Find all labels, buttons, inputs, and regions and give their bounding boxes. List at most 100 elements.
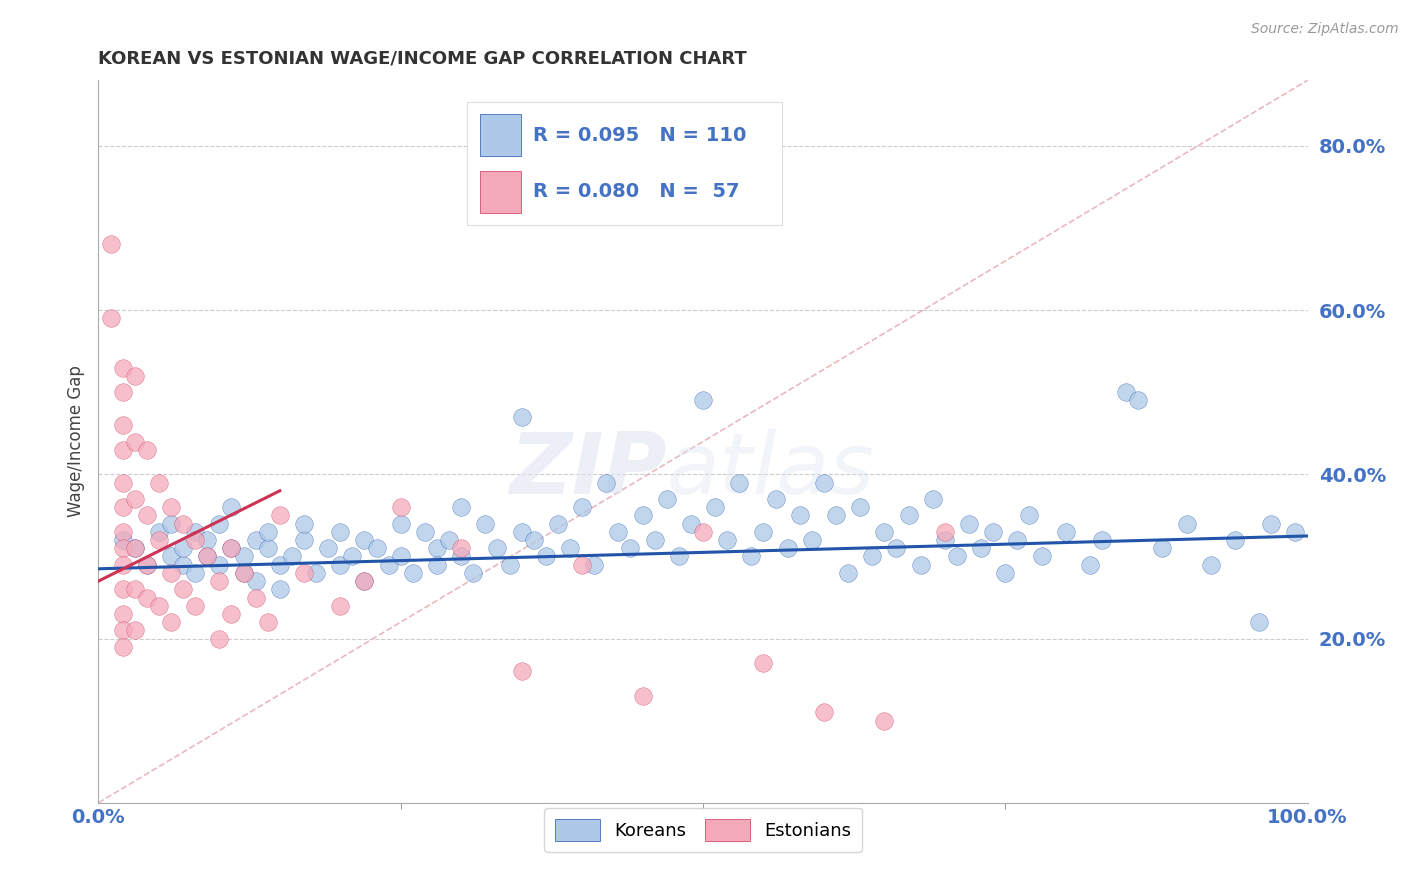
Point	[849, 500, 872, 515]
Legend: Koreans, Estonians: Koreans, Estonians	[544, 808, 862, 852]
Y-axis label: Wage/Income Gap: Wage/Income Gap	[66, 366, 84, 517]
Point	[765, 491, 787, 506]
Point	[1152, 541, 1174, 556]
Point	[256, 615, 278, 630]
Point	[342, 549, 364, 564]
Point	[221, 541, 243, 556]
Point	[111, 524, 134, 539]
Point	[776, 541, 799, 556]
Point	[946, 549, 969, 564]
Point	[329, 558, 352, 572]
Point	[366, 541, 388, 556]
Point	[389, 500, 412, 515]
Text: atlas: atlas	[666, 429, 875, 512]
Point	[644, 533, 666, 547]
Point	[148, 475, 170, 490]
Point	[631, 508, 654, 523]
Text: ZIP: ZIP	[509, 429, 666, 512]
Point	[813, 475, 835, 490]
Point	[981, 524, 1004, 539]
Point	[886, 541, 908, 556]
Point	[305, 566, 328, 580]
Point	[160, 615, 183, 630]
Point	[124, 368, 146, 383]
Point	[184, 533, 207, 547]
Point	[111, 558, 134, 572]
Point	[413, 524, 436, 539]
Point	[292, 533, 315, 547]
Point	[1223, 533, 1246, 547]
Point	[583, 558, 606, 572]
Point	[934, 524, 956, 539]
Point	[595, 475, 617, 490]
Point	[402, 566, 425, 580]
Point	[534, 549, 557, 564]
Point	[910, 558, 932, 572]
Point	[813, 706, 835, 720]
Point	[208, 574, 231, 588]
Point	[728, 475, 751, 490]
Point	[195, 549, 218, 564]
Point	[111, 360, 134, 375]
Point	[135, 558, 157, 572]
Point	[221, 607, 243, 621]
Point	[292, 516, 315, 531]
Point	[111, 607, 134, 621]
Point	[184, 524, 207, 539]
Point	[160, 549, 183, 564]
Point	[111, 418, 134, 433]
Point	[837, 566, 859, 580]
Point	[860, 549, 883, 564]
Point	[1018, 508, 1040, 523]
Point	[825, 508, 848, 523]
Point	[1175, 516, 1198, 531]
Point	[668, 549, 690, 564]
Point	[208, 558, 231, 572]
Point	[752, 657, 775, 671]
Point	[716, 533, 738, 547]
Point	[450, 500, 472, 515]
Point	[316, 541, 339, 556]
Point	[389, 549, 412, 564]
Point	[377, 558, 399, 572]
Point	[269, 582, 291, 597]
Point	[184, 566, 207, 580]
Point	[1007, 533, 1029, 547]
Point	[184, 599, 207, 613]
Point	[523, 533, 546, 547]
Point	[619, 541, 641, 556]
Point	[172, 516, 194, 531]
Point	[994, 566, 1017, 580]
Point	[1054, 524, 1077, 539]
Point	[353, 574, 375, 588]
Point	[245, 533, 267, 547]
Point	[1128, 393, 1150, 408]
Point	[934, 533, 956, 547]
Point	[256, 524, 278, 539]
Point	[740, 549, 762, 564]
Point	[571, 558, 593, 572]
Point	[195, 549, 218, 564]
Point	[389, 516, 412, 531]
Point	[437, 533, 460, 547]
Point	[353, 574, 375, 588]
Point	[148, 599, 170, 613]
Point	[256, 541, 278, 556]
Point	[873, 714, 896, 728]
Point	[655, 491, 678, 506]
Point	[160, 566, 183, 580]
Point	[607, 524, 630, 539]
Point	[232, 566, 254, 580]
Point	[111, 442, 134, 457]
Point	[498, 558, 520, 572]
Point	[1115, 385, 1137, 400]
Point	[679, 516, 702, 531]
Point	[160, 516, 183, 531]
Point	[426, 541, 449, 556]
Point	[232, 549, 254, 564]
Point	[111, 533, 134, 547]
Point	[873, 524, 896, 539]
Point	[329, 524, 352, 539]
Point	[1284, 524, 1306, 539]
Point	[208, 632, 231, 646]
